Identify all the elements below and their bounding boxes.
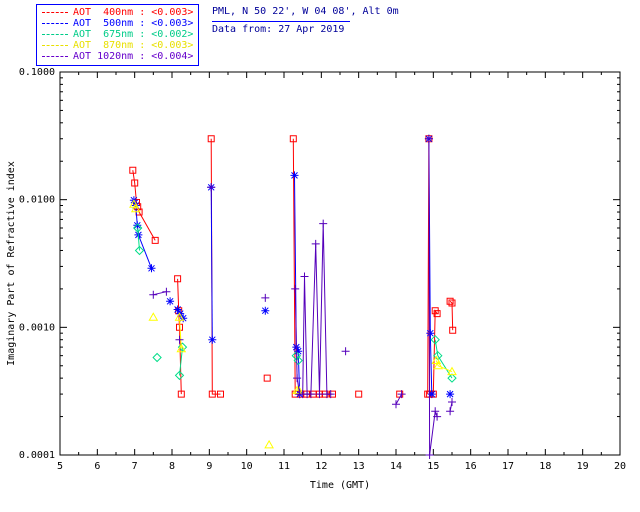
svg-text:0.1000: 0.1000 bbox=[19, 67, 55, 78]
svg-text:6: 6 bbox=[94, 461, 100, 472]
svg-text:17: 17 bbox=[502, 461, 514, 472]
legend-item-label: AOT 675nm : <0.002> bbox=[73, 29, 194, 40]
series-1020nm bbox=[149, 134, 456, 459]
legend-item: AOT 870nm : <0.003> bbox=[42, 40, 193, 51]
legend-line-sample bbox=[42, 23, 68, 24]
series-500nm bbox=[129, 134, 455, 399]
series-675nm bbox=[132, 223, 457, 383]
x-axis-label: Time (GMT) bbox=[310, 480, 370, 491]
legend-item: AOT 675nm : <0.002> bbox=[42, 29, 193, 40]
svg-text:12: 12 bbox=[315, 461, 327, 472]
y-axis: 0.0001 0.0010 0.0100 0.1000 Imaginary Part o… bbox=[6, 67, 620, 461]
legend-item-label: AOT 870nm : <0.003> bbox=[73, 40, 194, 51]
svg-text:18: 18 bbox=[539, 461, 551, 472]
svg-text:13: 13 bbox=[353, 461, 365, 472]
svg-text:16: 16 bbox=[465, 461, 477, 472]
svg-text:20: 20 bbox=[614, 461, 626, 472]
plot-box bbox=[59, 71, 621, 456]
legend-line-sample bbox=[42, 12, 68, 13]
legend-box: AOT 400nm : <0.003> AOT 500nm : <0.003> AO… bbox=[36, 4, 200, 66]
svg-text:19: 19 bbox=[577, 461, 589, 472]
svg-text:7: 7 bbox=[132, 461, 138, 472]
x-axis: 5 6 7 8 9 10 11 12 13 14 15 16 17 18 19 20 Time (GMT) bbox=[57, 72, 626, 491]
legend-line-sample bbox=[42, 56, 68, 57]
svg-text:0.0010: 0.0010 bbox=[19, 322, 55, 333]
legend-item: AOT 500nm : <0.003> bbox=[42, 18, 193, 29]
site-info: PML, N 50 22', W 04 08', Alt 0m bbox=[212, 6, 399, 17]
svg-text:10: 10 bbox=[241, 461, 253, 472]
svg-text:14: 14 bbox=[390, 461, 402, 472]
svg-text:9: 9 bbox=[206, 461, 212, 472]
legend-line-sample bbox=[42, 45, 68, 46]
svg-text:5: 5 bbox=[57, 461, 63, 472]
svg-text:15: 15 bbox=[427, 461, 439, 472]
legend-line-sample bbox=[42, 34, 68, 35]
date-info: Data from: 27 Apr 2019 bbox=[212, 24, 345, 35]
header-divider bbox=[212, 21, 350, 22]
legend-item: AOT 1020nm : <0.004> bbox=[42, 51, 193, 62]
legend-item: AOT 400nm : <0.003> bbox=[42, 7, 193, 18]
svg-text:8: 8 bbox=[169, 461, 175, 472]
svg-text:0.0100: 0.0100 bbox=[19, 195, 55, 206]
header-info: PML, N 50 22', W 04 08', Alt 0m Data fro… bbox=[212, 6, 399, 36]
legend-item-label: AOT 400nm : <0.003> bbox=[73, 7, 194, 18]
legend-item-label: AOT 500nm : <0.003> bbox=[73, 18, 194, 29]
svg-text:0.0001: 0.0001 bbox=[19, 450, 55, 461]
svg-text:11: 11 bbox=[278, 461, 290, 472]
legend-item-label: AOT 1020nm : <0.004> bbox=[73, 51, 194, 62]
y-axis-label: Imaginary Part of Refractive index bbox=[6, 161, 17, 366]
